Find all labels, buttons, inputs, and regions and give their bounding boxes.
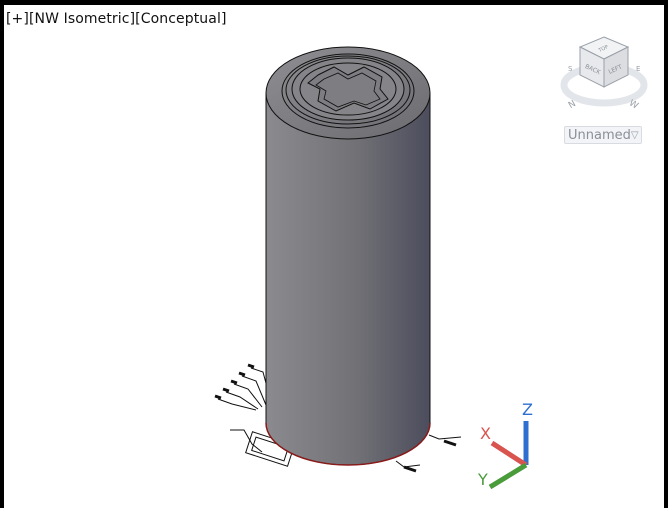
viewport-menu-button[interactable]: [+] [6, 11, 29, 27]
viewport-controls: [+][NW Isometric][Conceptual] [6, 11, 227, 27]
base-annotations-left [214, 363, 295, 467]
visual-style-menu-button[interactable]: [Conceptual] [135, 11, 227, 27]
base-annotations-right [395, 434, 462, 473]
viewcube-top-label: TOP [597, 44, 610, 54]
named-view-dropdown[interactable]: Unnamed ▽ [564, 126, 642, 144]
compass-n-label: S [568, 65, 573, 73]
ucs-y-label: Y [477, 470, 488, 489]
triangle-down-icon: ▽ [630, 129, 639, 141]
viewcube[interactable]: TOP BACK LEFT S E N W [560, 33, 652, 111]
cylinder-model[interactable] [265, 46, 431, 466]
ucs-icon: Z X Y [477, 400, 533, 490]
compass-w2-label: W [627, 98, 640, 111]
model-scene [214, 46, 462, 473]
ucs-z-label: Z [522, 400, 533, 419]
viewcube-left-face [603, 46, 629, 88]
drawing-viewport[interactable]: [+][NW Isometric][Conceptual] [4, 5, 664, 508]
compass-w-label: N [567, 99, 578, 111]
named-view-label: Unnamed [568, 127, 631, 143]
view-menu-button[interactable]: [NW Isometric] [28, 11, 136, 27]
compass-e-label: E [636, 65, 640, 73]
ucs-x-label: X [480, 424, 491, 443]
